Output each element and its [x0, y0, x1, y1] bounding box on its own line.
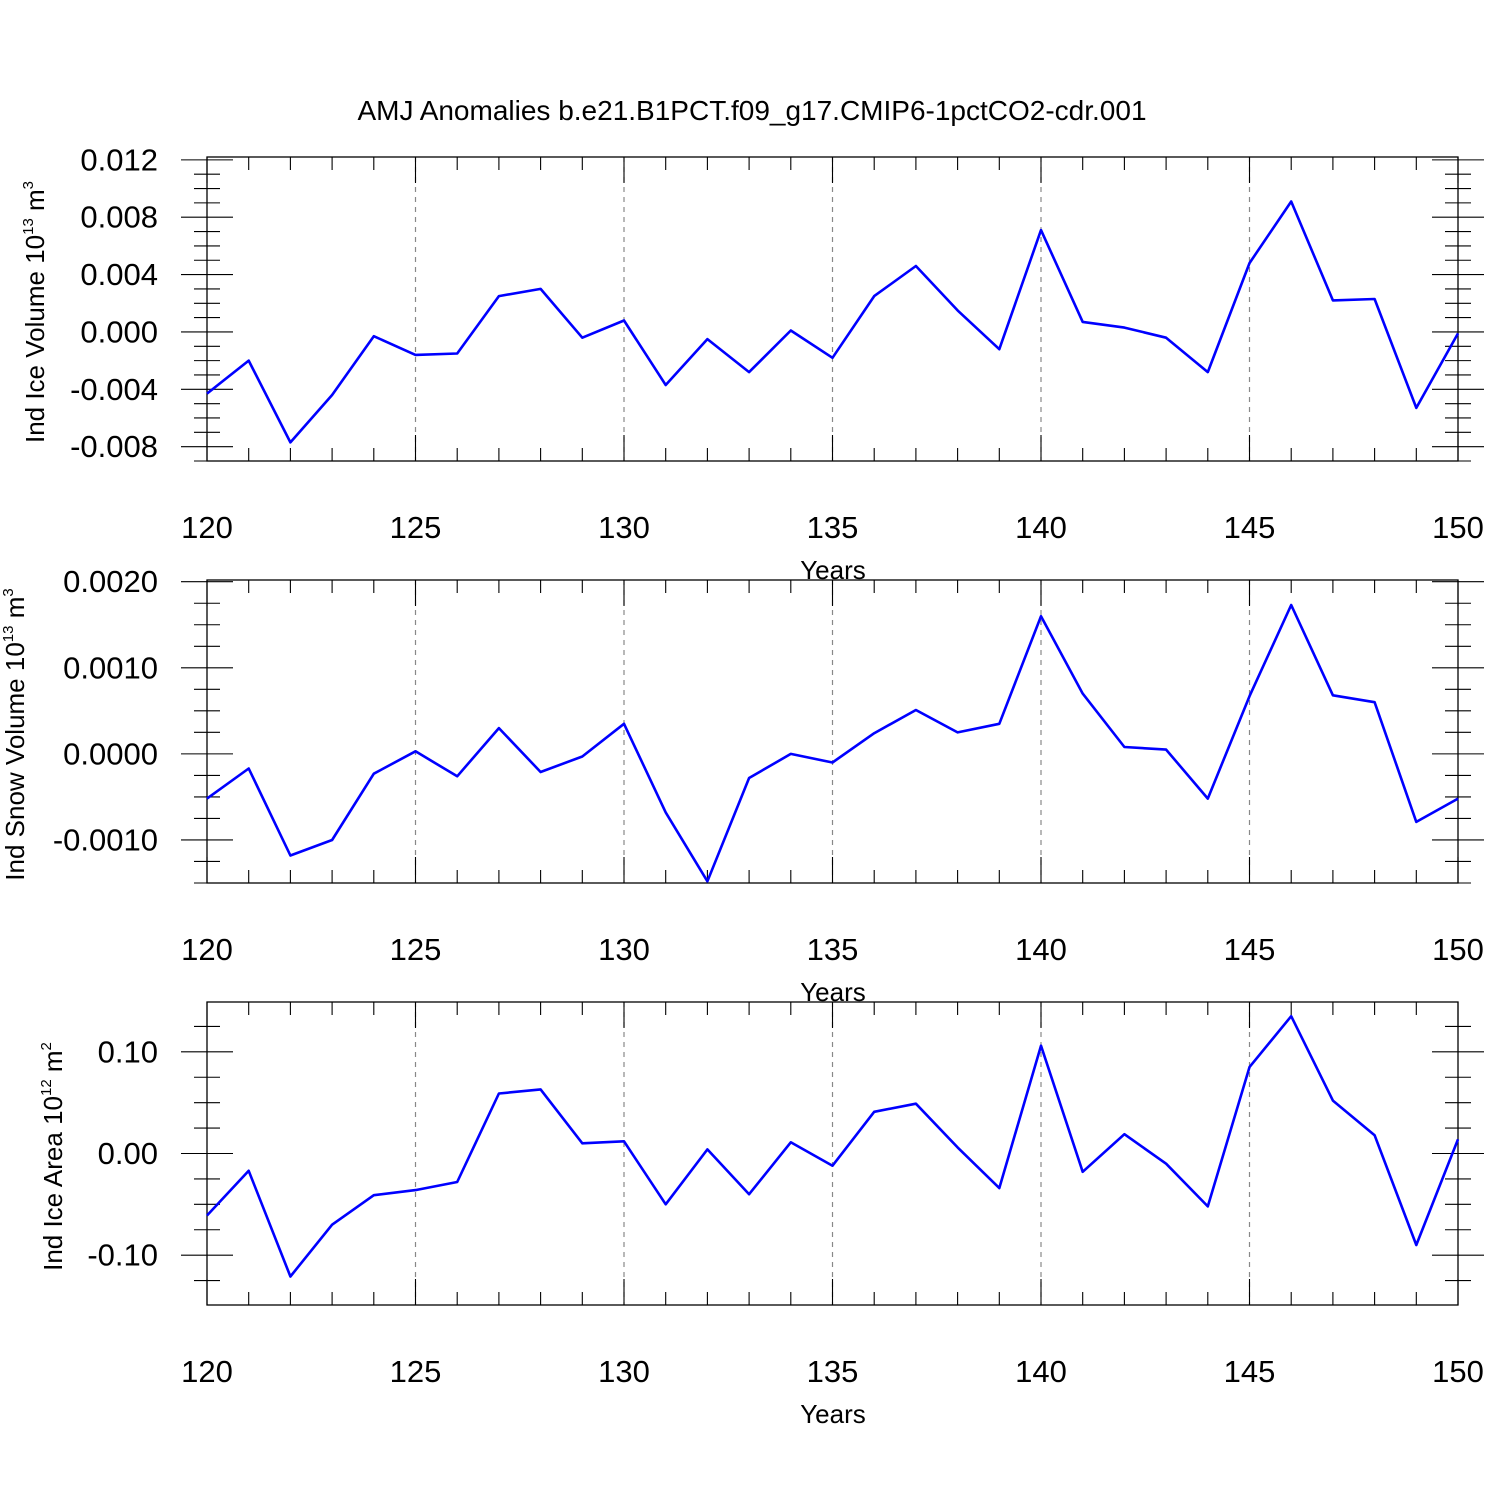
- chart-ice-volume-xtick-label: 125: [390, 510, 442, 545]
- panel-ice-volume: -0.008 -0.004 0.000 0.004 0.008 0.012 120 125 13…: [20, 142, 1484, 585]
- chart-snow-volume-ytick-label: 0.0000: [63, 736, 158, 771]
- chart-ice-area-ytick-label: -0.10: [87, 1238, 158, 1273]
- chart-ice-volume-ylabel: Ind Ice Volume 1013 m3: [20, 181, 50, 443]
- chart-ice-volume-ytick-label: 0.012: [80, 142, 158, 177]
- chart-ice-volume-xtick-label: 140: [1015, 510, 1067, 545]
- chart-ice-volume-ytick-label: -0.008: [70, 429, 158, 464]
- chart-ice-area-xtick-label: 140: [1015, 1354, 1067, 1389]
- chart-snow-volume-xtick-label: 145: [1224, 932, 1276, 967]
- chart-snow-volume-xtick-label: 125: [390, 932, 442, 967]
- chart-snow-volume-xtick-label: 120: [181, 932, 233, 967]
- chart-ice-volume-ytick-label: 0.000: [80, 314, 158, 349]
- chart-ice-area-ylabel: Ind Ice Area 1012 m2: [38, 1042, 68, 1271]
- chart-ice-volume-xtick-label: 150: [1432, 510, 1484, 545]
- chart-ice-volume-xtick-label: 120: [181, 510, 233, 545]
- chart-snow-volume-xtick-label: 135: [807, 932, 859, 967]
- chart-ice-area-xtick-label: 120: [181, 1354, 233, 1389]
- chart-snow-volume-ytick-label: 0.0010: [63, 650, 158, 685]
- chart-ice-area-series-line: [206, 1014, 1460, 1278]
- chart-ice-volume-series-line: [206, 200, 1460, 444]
- panel-ice-area: -0.10 0.00 0.10 120 125 130 135 140 145 150 Years I…: [38, 1001, 1484, 1429]
- chart-ice-area-xtick-label: 130: [598, 1354, 650, 1389]
- panel-snow-volume: -0.0010 0.0000 0.0010 0.0020 120 125 130 135 140…: [0, 564, 1484, 1007]
- chart-ice-volume-xtick-label: 145: [1224, 510, 1276, 545]
- chart-snow-volume-xtick-label: 150: [1432, 932, 1484, 967]
- chart-snow-volume-ytick-label: 0.0020: [63, 564, 158, 599]
- chart-ice-volume-xtick-label: 135: [807, 510, 859, 545]
- chart-ice-volume-ytick-label: 0.004: [80, 257, 158, 292]
- chart-ice-area-ytick-label: 0.00: [98, 1136, 158, 1171]
- chart-ice-area-xlabel: Years: [800, 1399, 866, 1429]
- chart-snow-volume-xtick-label: 130: [598, 932, 650, 967]
- chart-ice-area-ytick-label: 0.10: [98, 1034, 158, 1069]
- chart-snow-volume-series-line: [206, 603, 1459, 883]
- chart-ice-area-xtick-label: 125: [390, 1354, 442, 1389]
- figure-title: AMJ Anomalies b.e21.B1PCT.f09_g17.CMIP6-…: [357, 95, 1146, 126]
- chart-ice-volume-xtick-label: 130: [598, 510, 650, 545]
- chart-ice-area-xtick-label: 150: [1432, 1354, 1484, 1389]
- chart-snow-volume-xtick-label: 140: [1015, 932, 1067, 967]
- chart-snow-volume-ylabel: Ind Snow Volume 1013 m3: [0, 588, 30, 880]
- chart-ice-volume-ytick-label: -0.004: [70, 372, 158, 407]
- chart-ice-volume-ytick-label: 0.008: [80, 200, 158, 235]
- chart-ice-area-xtick-label: 145: [1224, 1354, 1276, 1389]
- chart-ice-area-xtick-label: 135: [807, 1354, 859, 1389]
- chart-snow-volume-ytick-label: -0.0010: [53, 822, 158, 857]
